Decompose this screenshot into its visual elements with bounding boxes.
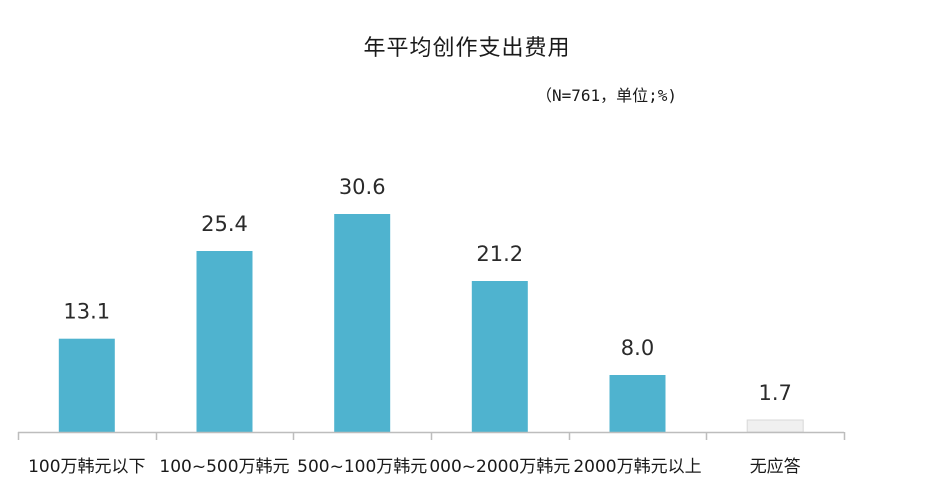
- category-label-5: 无应答: [750, 457, 801, 477]
- bar-2: [334, 214, 391, 432]
- value-label-0: 13.1: [63, 300, 110, 324]
- chart-subtitle: （N=761，单位;%): [536, 86, 678, 105]
- x-axis: [17, 431, 846, 440]
- value-label-2: 30.6: [339, 175, 386, 199]
- category-label-2: 500~100万韩元: [297, 457, 427, 477]
- bar-0: [58, 338, 115, 432]
- category-label-0: 100万韩元以下: [28, 457, 145, 477]
- labels-layer: 13.1 100万韩元以下 25.4 100~500万韩元 30.6 500~100万韩元…: [28, 175, 801, 477]
- category-label-1: 100~500万韩元: [159, 457, 289, 477]
- value-label-3: 21.2: [476, 242, 523, 266]
- value-label-5: 1.7: [758, 381, 791, 405]
- bar-4: [609, 375, 666, 432]
- value-label-4: 8.0: [621, 336, 654, 360]
- bar-1: [196, 251, 253, 432]
- chart-title: 年平均创作支出费用: [363, 36, 571, 61]
- value-label-1: 25.4: [201, 212, 248, 236]
- category-label-4: 2000万韩元以上: [573, 457, 701, 477]
- bar-5: [746, 419, 804, 433]
- category-label-3: 000~2000万韩元: [429, 457, 570, 477]
- bars-layer: [58, 214, 804, 433]
- bar-3: [471, 281, 528, 432]
